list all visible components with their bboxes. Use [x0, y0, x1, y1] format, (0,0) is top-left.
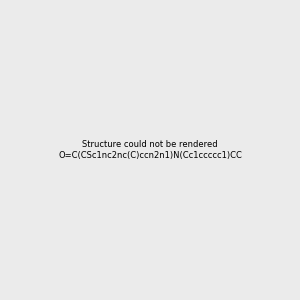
Text: Structure could not be rendered
O=C(CSc1nc2nc(C)ccn2n1)N(Cc1ccccc1)CC: Structure could not be rendered O=C(CSc1… [58, 140, 242, 160]
